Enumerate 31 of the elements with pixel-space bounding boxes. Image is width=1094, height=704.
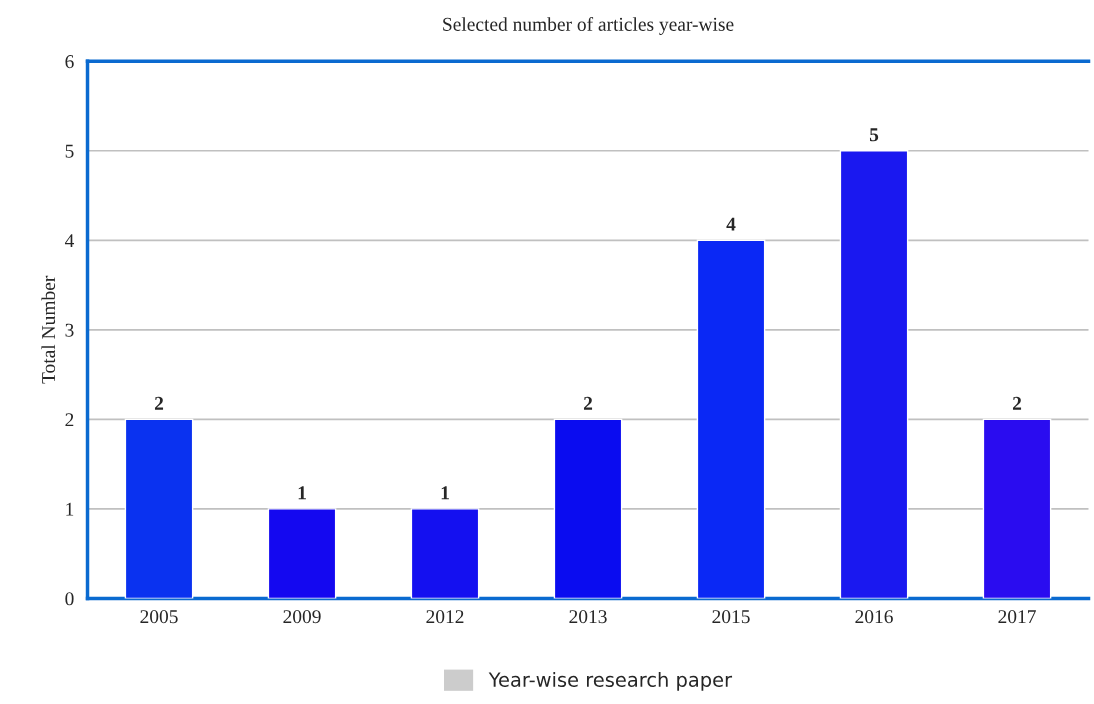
x-tick-label: 2005 xyxy=(140,610,178,624)
y-axis-title: Total Number xyxy=(41,275,56,384)
x-tick-label: 2012 xyxy=(426,610,464,624)
bar xyxy=(553,418,623,599)
y-tick-label: 1 xyxy=(66,502,74,516)
data-label: 5 xyxy=(869,128,879,142)
data-label: 1 xyxy=(298,486,306,500)
data-label: 1 xyxy=(441,486,449,500)
data-label: 2 xyxy=(154,396,164,410)
bar xyxy=(982,418,1052,599)
text: Year-wise research paper xyxy=(488,671,733,691)
bar xyxy=(696,239,766,599)
x-tick-label: 2016 xyxy=(855,610,893,624)
bar xyxy=(124,418,194,599)
bar xyxy=(839,150,909,599)
chart-title: Selected number of articles year-wise xyxy=(443,17,734,35)
bar xyxy=(410,508,480,599)
data-label: 2 xyxy=(1012,396,1022,410)
x-tick-label: 2009 xyxy=(283,610,321,624)
x-tick-label: 2015 xyxy=(712,610,750,624)
data-label: 2 xyxy=(583,396,593,410)
x-tick-label: 2017 xyxy=(998,610,1036,624)
x-tick-label: 2013 xyxy=(569,610,607,624)
y-tick-label: 6 xyxy=(65,55,74,69)
y-tick-label: 2 xyxy=(65,413,74,427)
y-tick-label: 5 xyxy=(65,144,74,158)
data-label: 4 xyxy=(726,217,736,231)
y-tick-label: 3 xyxy=(65,323,74,337)
y-tick-label: 0 xyxy=(65,592,74,606)
y-tick-label: 4 xyxy=(64,234,75,248)
bar xyxy=(267,508,337,599)
